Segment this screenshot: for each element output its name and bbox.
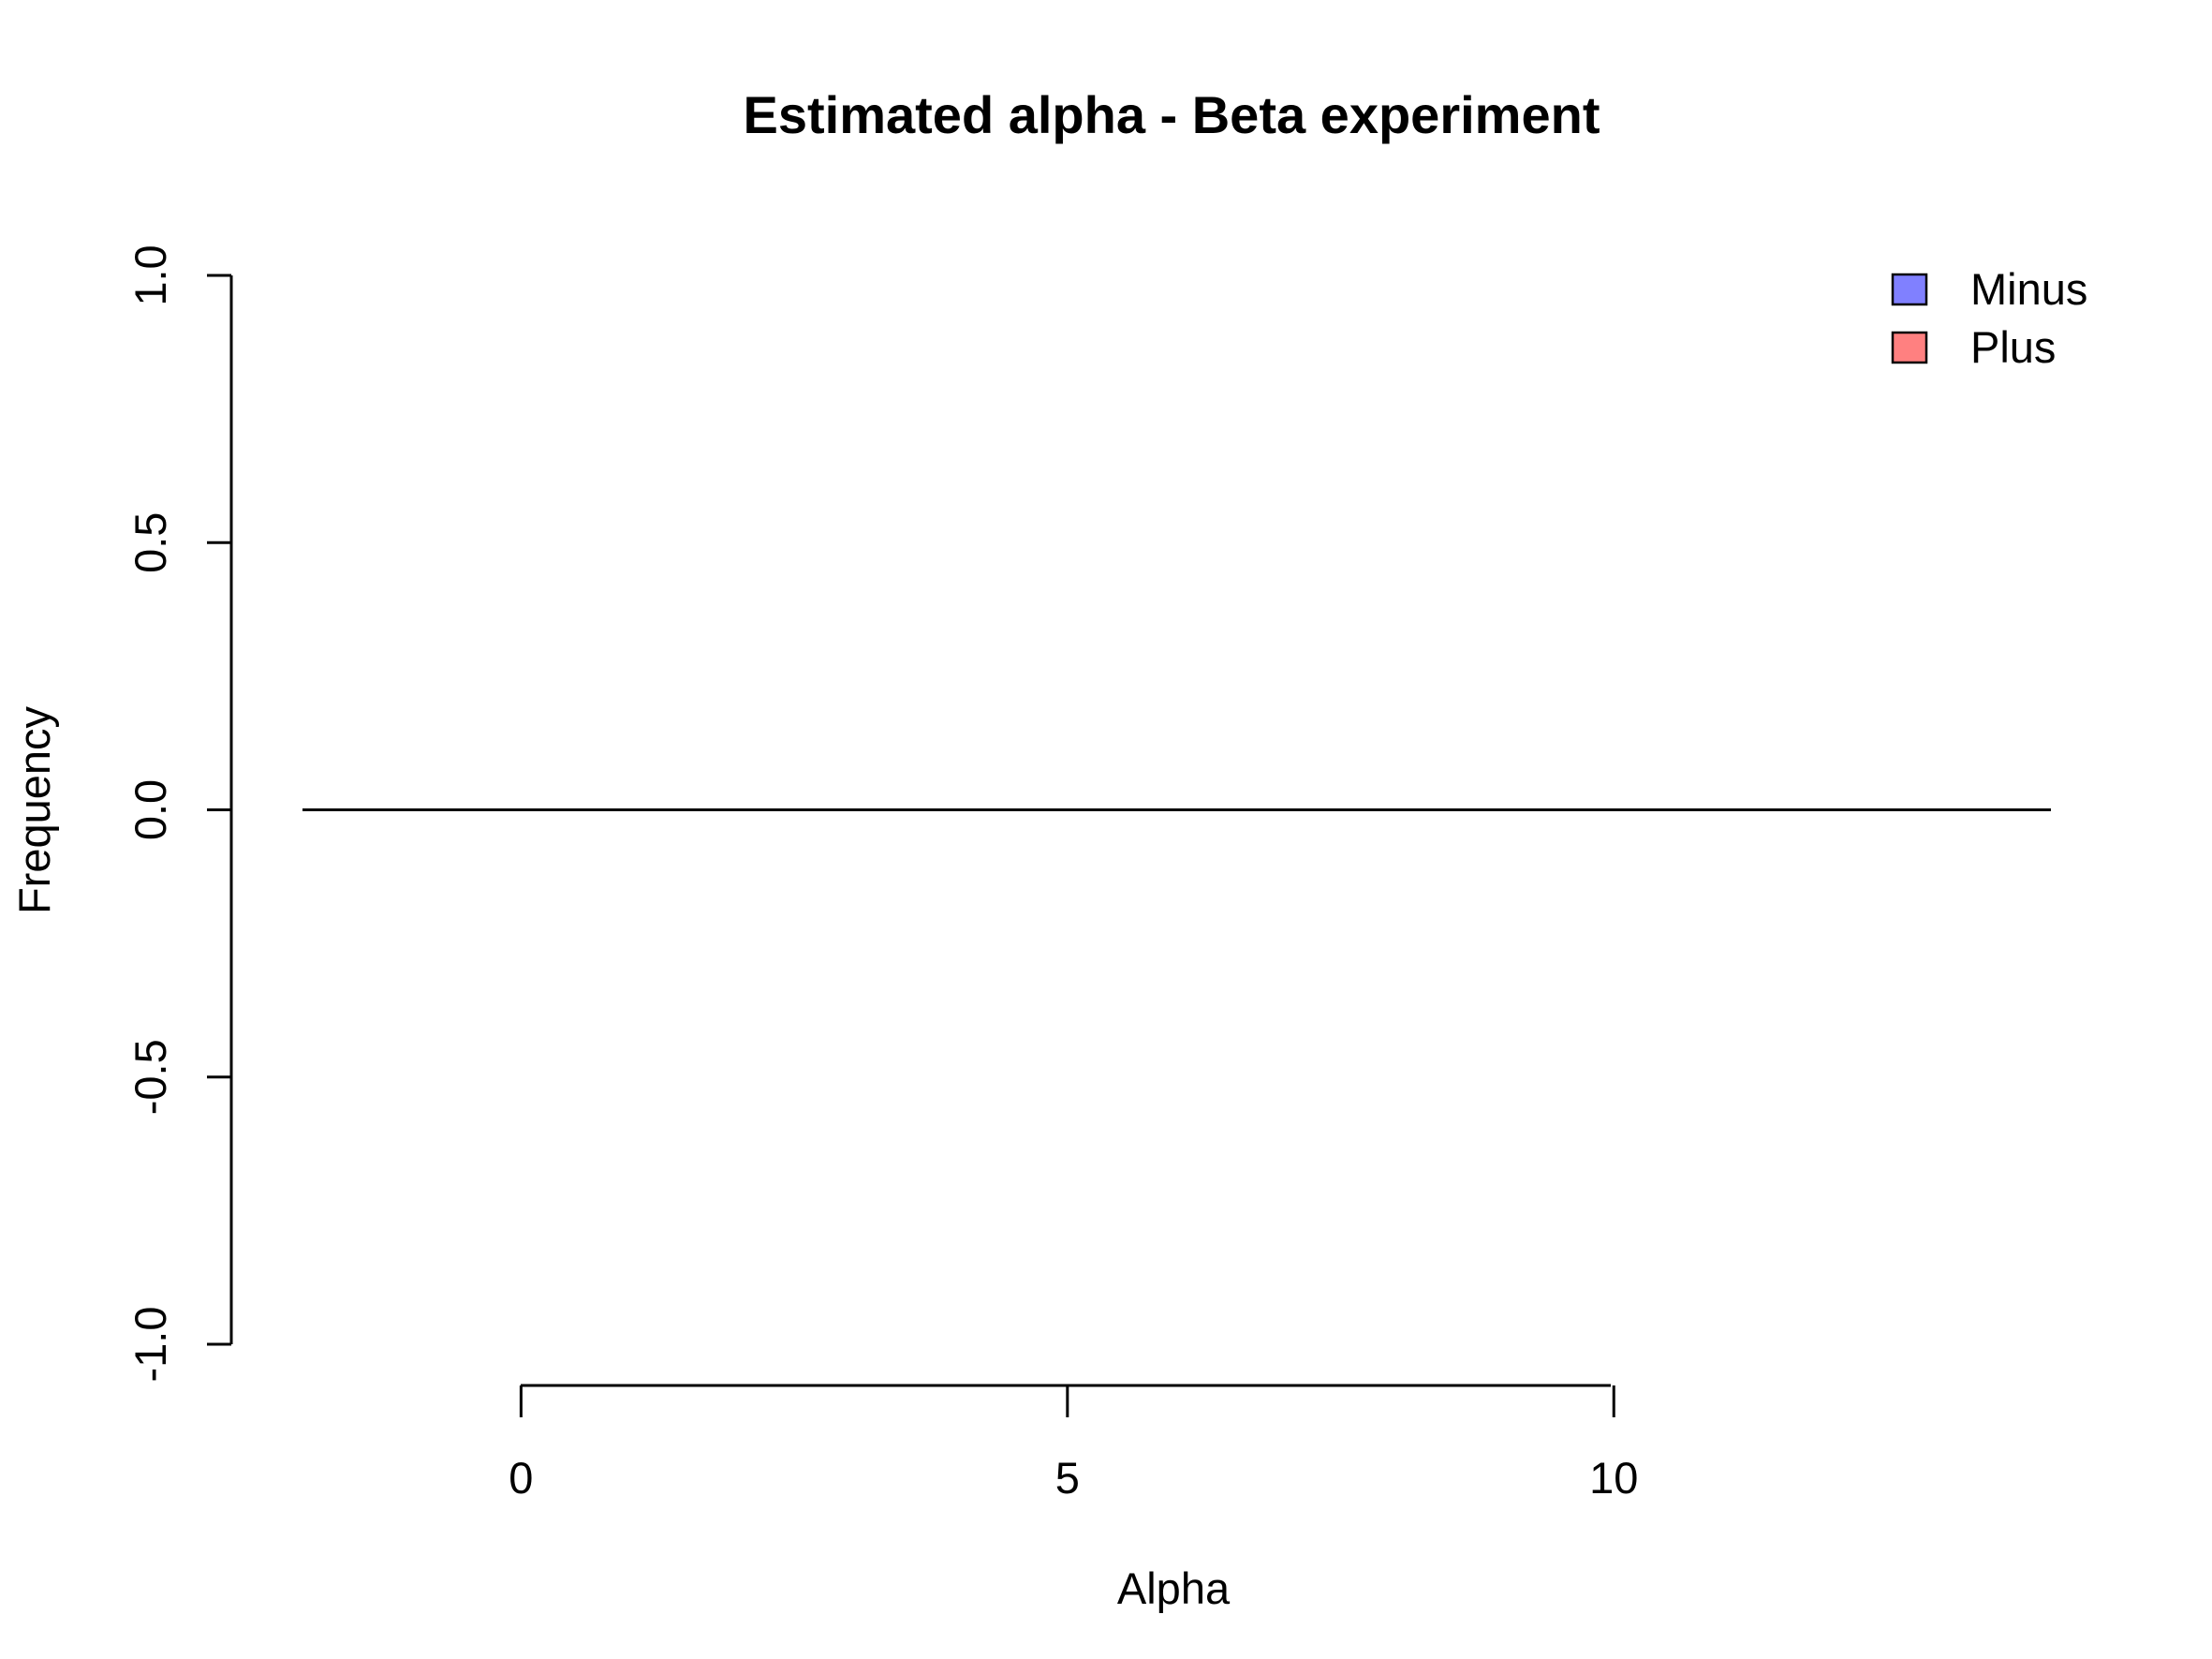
y-tick-label-3: 0.5 — [125, 512, 175, 573]
y-tick-label-4: 1.0 — [125, 244, 175, 305]
legend-item-minus: Minus — [1891, 264, 2087, 314]
legend-swatch-plus — [1891, 331, 1928, 364]
x-tick-label-0: 0 — [509, 1453, 533, 1503]
legend-label-plus: Plus — [1970, 322, 2056, 372]
y-tick-label-1: -0.5 — [125, 1039, 175, 1115]
x-axis-ticks: 0 5 10 — [509, 1385, 1638, 1503]
chart-title: Estimated alpha - Beta experiment — [744, 85, 1600, 144]
y-axis-ticks: -1.0 -0.5 0.0 0.5 1.0 — [125, 244, 231, 1383]
legend: Minus Plus — [1891, 264, 2087, 372]
x-axis-label: Alpha — [1117, 1563, 1231, 1613]
x-tick-label-1: 5 — [1055, 1453, 1080, 1503]
y-axis-label: Frequency — [9, 705, 59, 914]
legend-item-plus: Plus — [1891, 322, 2056, 372]
legend-swatch-minus — [1891, 273, 1928, 306]
y-tick-label-2: 0.0 — [125, 779, 175, 840]
legend-label-minus: Minus — [1970, 264, 2087, 314]
x-tick-label-2: 10 — [1589, 1453, 1638, 1503]
y-tick-label-0: -1.0 — [125, 1307, 175, 1383]
